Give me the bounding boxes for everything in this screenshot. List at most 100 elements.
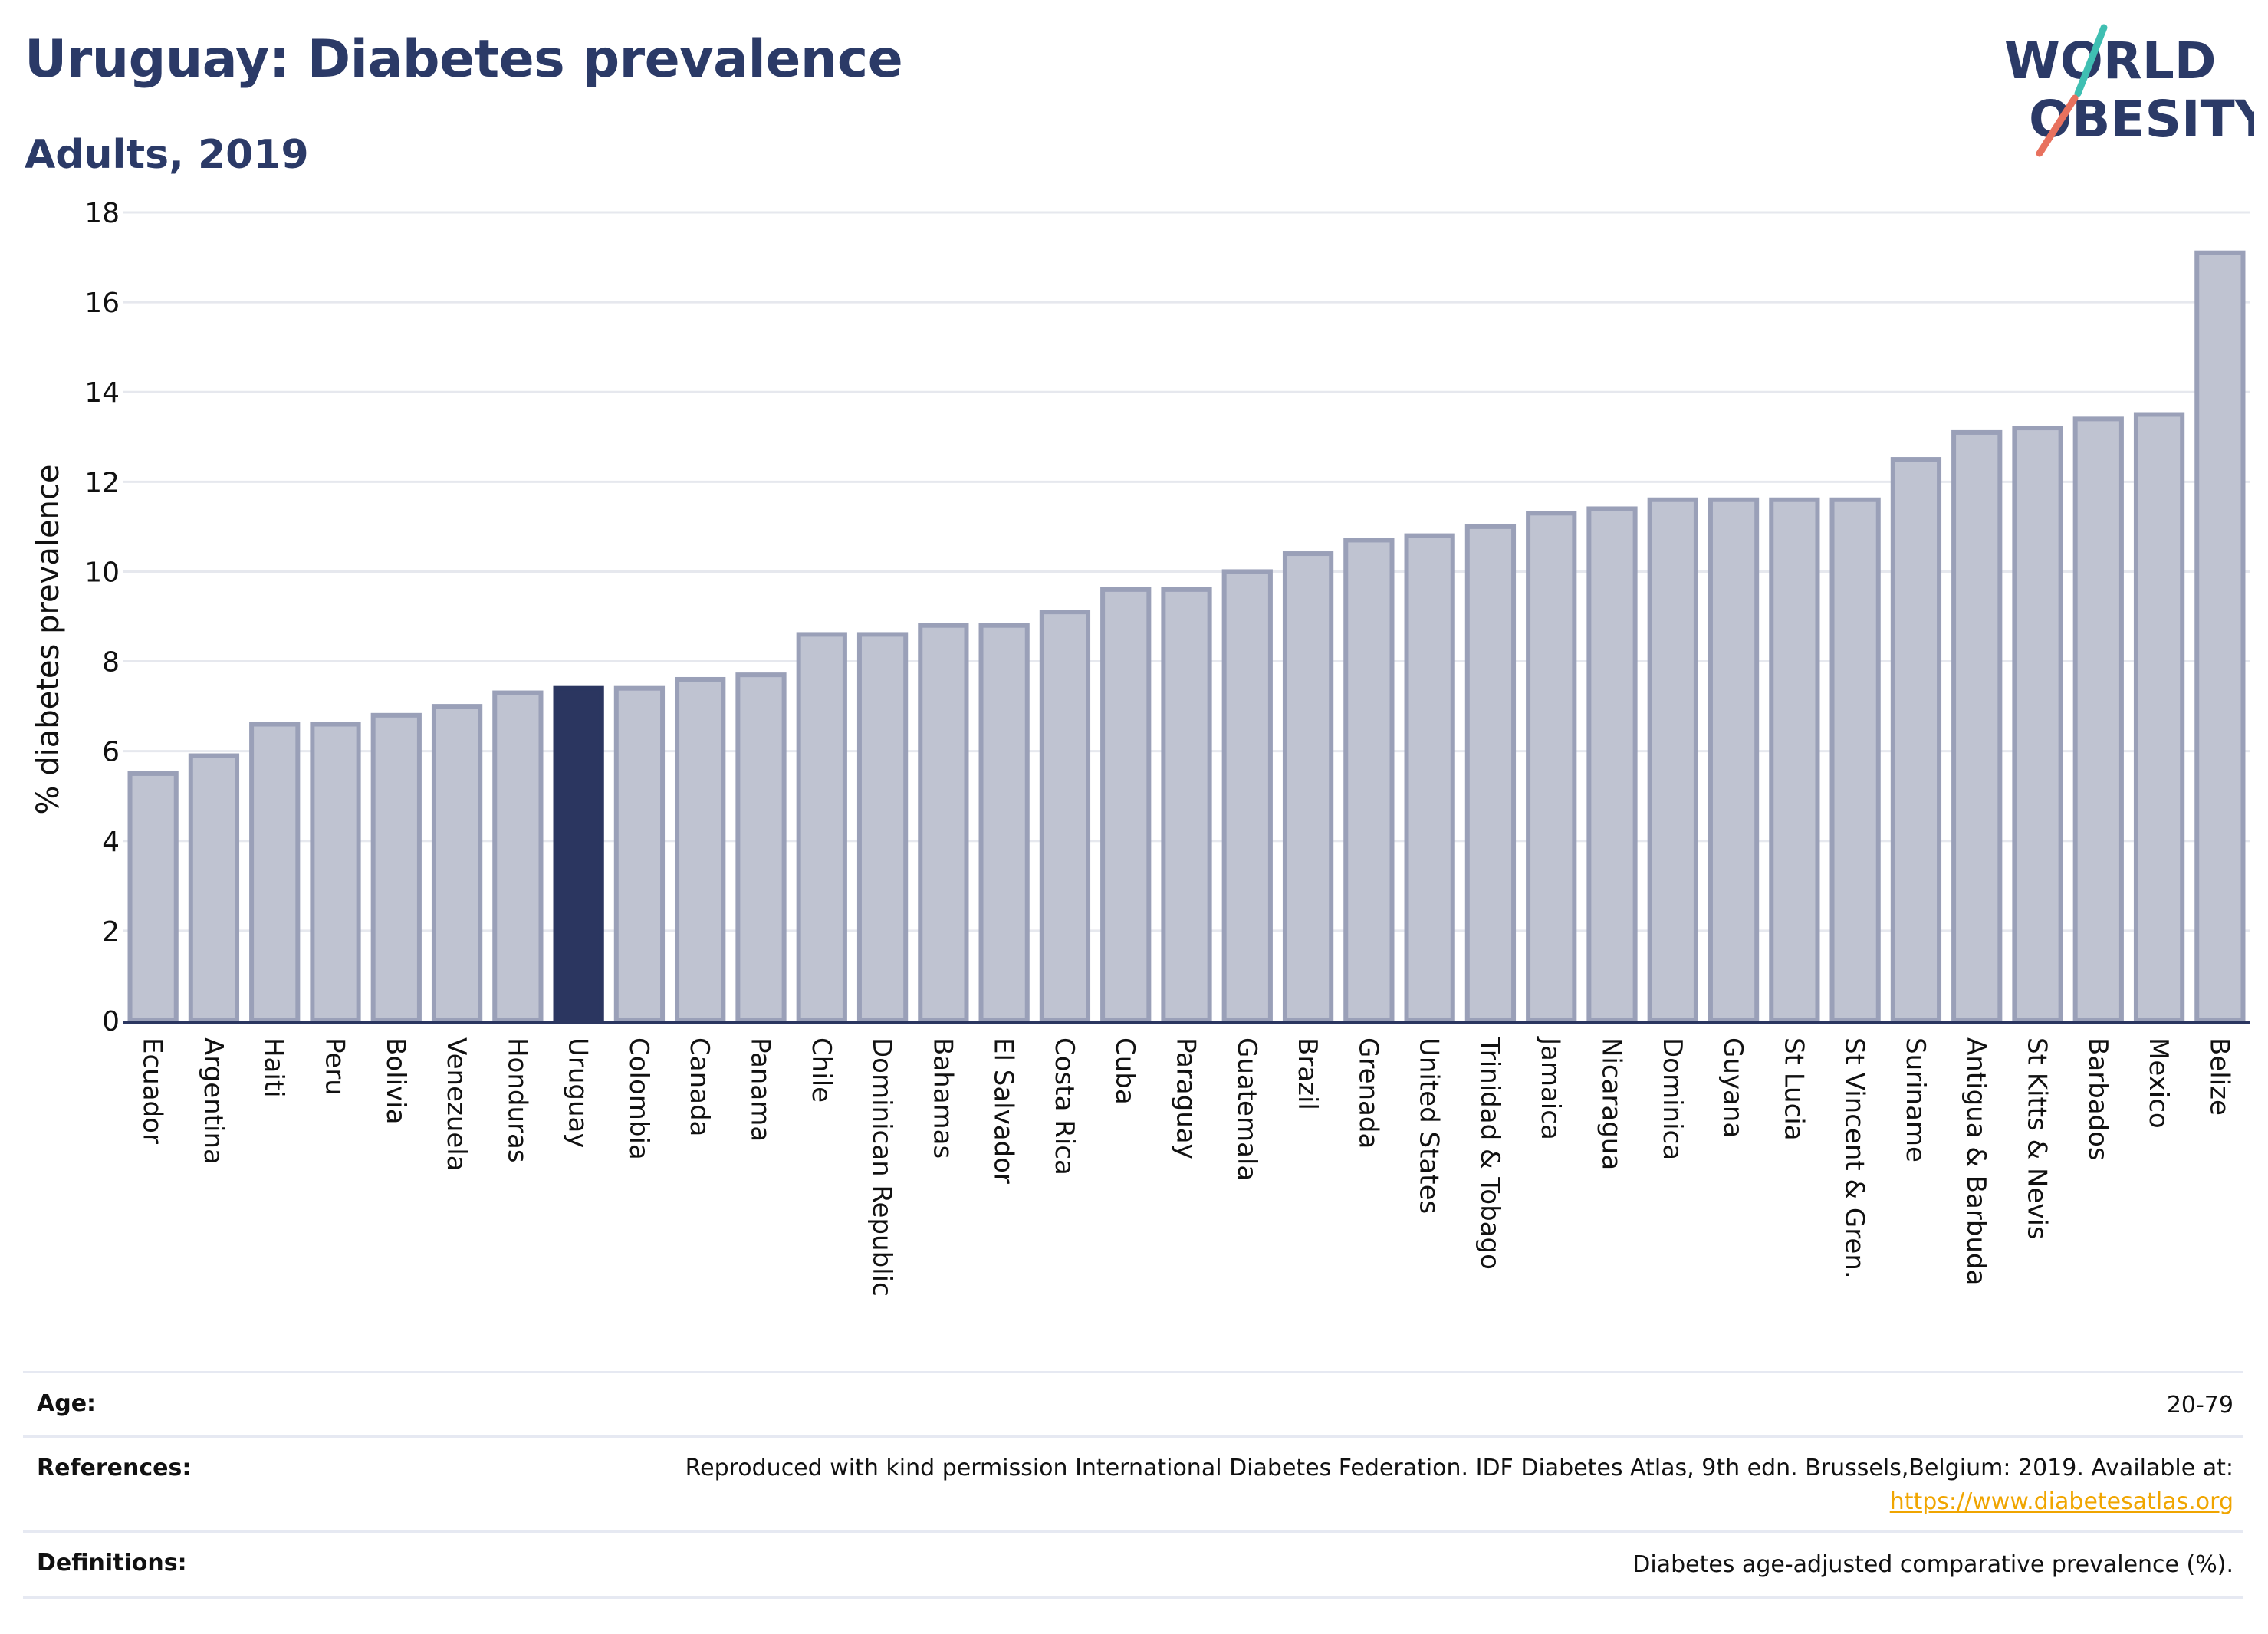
bar bbox=[1769, 497, 1820, 1023]
x-tick-label: Trinidad & Tobago bbox=[1474, 1037, 1505, 1270]
bar bbox=[978, 623, 1030, 1023]
bar bbox=[1343, 538, 1395, 1023]
bar bbox=[431, 704, 483, 1023]
bar-chart: 0 2 4 6 8 10 12 14 16 18 Ecuador Argentina Haiti Per… bbox=[31, 198, 2250, 1297]
x-tick-label: St Lucia bbox=[1778, 1037, 1809, 1141]
bars bbox=[127, 250, 2246, 1024]
y-tick-label: 10 bbox=[84, 557, 120, 588]
bar bbox=[796, 632, 847, 1024]
y-axis-ticks: 0 2 4 6 8 10 12 14 16 18 bbox=[84, 198, 120, 1037]
references-link[interactable]: https://www.diabetesatlas.org bbox=[1889, 1488, 2233, 1515]
bar bbox=[735, 672, 787, 1023]
bar-highlighted bbox=[553, 685, 604, 1023]
x-tick-label: Jamaica bbox=[1535, 1036, 1566, 1140]
x-tick-label: Peru bbox=[320, 1037, 350, 1096]
x-tick-label: Guyana bbox=[1717, 1037, 1748, 1138]
x-tick-label: Barbados bbox=[2082, 1037, 2113, 1161]
bar bbox=[675, 676, 726, 1023]
bar bbox=[2194, 250, 2246, 1023]
x-tick-label: Panama bbox=[745, 1037, 776, 1142]
x-tick-label: Nicaragua bbox=[1596, 1037, 1627, 1170]
bar bbox=[2133, 412, 2185, 1023]
age-label: Age: bbox=[37, 1390, 97, 1417]
x-tick-label: Belize bbox=[2204, 1037, 2234, 1116]
x-tick-label: Grenada bbox=[1353, 1037, 1383, 1149]
bar bbox=[918, 623, 969, 1023]
bar bbox=[127, 771, 179, 1023]
logo-teal-slash bbox=[2074, 24, 2108, 97]
references-text: Reproduced with kind permission Internat… bbox=[685, 1455, 2233, 1481]
bar bbox=[1161, 587, 1212, 1023]
bar bbox=[613, 685, 666, 1023]
bar bbox=[1526, 511, 1577, 1023]
x-tick-label: Antigua & Barbuda bbox=[1961, 1037, 1991, 1285]
x-tick-label: Cuba bbox=[1109, 1037, 1140, 1105]
age-value: 20-79 bbox=[2166, 1392, 2233, 1419]
definitions-row: Definitions: Diabetes age-adjusted compa… bbox=[23, 1530, 2243, 1599]
bar bbox=[1890, 457, 1942, 1023]
bar bbox=[1404, 533, 1455, 1023]
references-row: References: Reproduced with kind permiss… bbox=[23, 1435, 2243, 1533]
y-tick-label: 4 bbox=[102, 827, 120, 858]
references-label: References: bbox=[37, 1455, 192, 1481]
world-obesity-logo: WORLD OBESITY bbox=[2004, 24, 2254, 157]
x-tick-label: Suriname bbox=[1900, 1037, 1931, 1162]
metadata-bottom-border bbox=[23, 1596, 2243, 1599]
x-tick-label: Haiti bbox=[258, 1037, 289, 1098]
y-axis-title: % diabetes prevalence bbox=[31, 464, 66, 814]
definitions-label: Definitions: bbox=[37, 1550, 187, 1576]
x-tick-label: Guatemala bbox=[1231, 1037, 1262, 1181]
bar bbox=[1464, 524, 1517, 1023]
logo-text-obesity: OBESITY bbox=[2029, 90, 2254, 149]
bar bbox=[1221, 569, 1273, 1023]
x-tick-label: Dominica bbox=[1657, 1037, 1688, 1160]
x-tick-label: Canada bbox=[684, 1037, 715, 1136]
logo-text-world: WORLD bbox=[2004, 31, 2217, 90]
bar bbox=[1951, 429, 2003, 1023]
x-tick-label: Costa Rica bbox=[1049, 1037, 1080, 1175]
y-tick-label: 18 bbox=[84, 198, 120, 229]
y-tick-label: 2 bbox=[102, 916, 120, 948]
bar bbox=[249, 722, 301, 1023]
y-tick-label: 14 bbox=[84, 377, 120, 409]
x-tick-label: Bahamas bbox=[927, 1037, 958, 1159]
x-tick-label: Argentina bbox=[198, 1037, 228, 1165]
x-tick-label: Colombia bbox=[623, 1037, 654, 1160]
y-tick-label: 16 bbox=[84, 288, 120, 319]
x-tick-label: St Kitts & Nevis bbox=[2022, 1037, 2053, 1240]
x-tick-label: Bolivia bbox=[380, 1037, 411, 1124]
x-tick-label: Dominican Republic bbox=[866, 1037, 897, 1297]
x-tick-label: Honduras bbox=[501, 1037, 532, 1163]
chart-subtitle: Adults, 2019 bbox=[25, 132, 309, 178]
x-tick-label: Brazil bbox=[1292, 1037, 1323, 1110]
x-tick-label: Ecuador bbox=[137, 1037, 168, 1144]
chart-title: Uruguay: Diabetes prevalence bbox=[25, 29, 903, 90]
bar bbox=[1647, 497, 1698, 1023]
x-tick-label: Venezuela bbox=[441, 1037, 472, 1172]
references-value: Reproduced with kind permission Internat… bbox=[685, 1452, 2233, 1519]
bar bbox=[1586, 506, 1638, 1023]
x-tick-label: Uruguay bbox=[563, 1037, 593, 1149]
bar bbox=[492, 690, 544, 1023]
y-tick-label: 8 bbox=[102, 647, 120, 679]
bar bbox=[856, 632, 909, 1024]
y-tick-label: 12 bbox=[84, 467, 120, 498]
bar bbox=[188, 753, 240, 1023]
x-tick-label: United States bbox=[1414, 1037, 1445, 1214]
bar bbox=[1039, 610, 1091, 1023]
age-row: Age: 20-79 bbox=[23, 1371, 2243, 1438]
x-tick-label: St Vincent & Gren. bbox=[1839, 1037, 1870, 1279]
bar bbox=[1708, 497, 1760, 1023]
y-tick-label: 6 bbox=[102, 737, 120, 768]
x-tick-label: Mexico bbox=[2143, 1037, 2174, 1129]
bar bbox=[1100, 587, 1152, 1023]
logo-red-slash bbox=[2036, 94, 2079, 157]
x-tick-label: El Salvador bbox=[988, 1037, 1019, 1184]
x-tick-label: Chile bbox=[806, 1037, 837, 1103]
x-axis-labels: Ecuador Argentina Haiti Peru Bolivia Venezuel… bbox=[137, 1036, 2235, 1297]
definitions-value: Diabetes age-adjusted comparative preval… bbox=[1632, 1551, 2233, 1578]
bar bbox=[370, 712, 422, 1023]
bar bbox=[1829, 497, 1881, 1023]
y-tick-label: 0 bbox=[102, 1006, 120, 1037]
bar bbox=[310, 722, 361, 1023]
